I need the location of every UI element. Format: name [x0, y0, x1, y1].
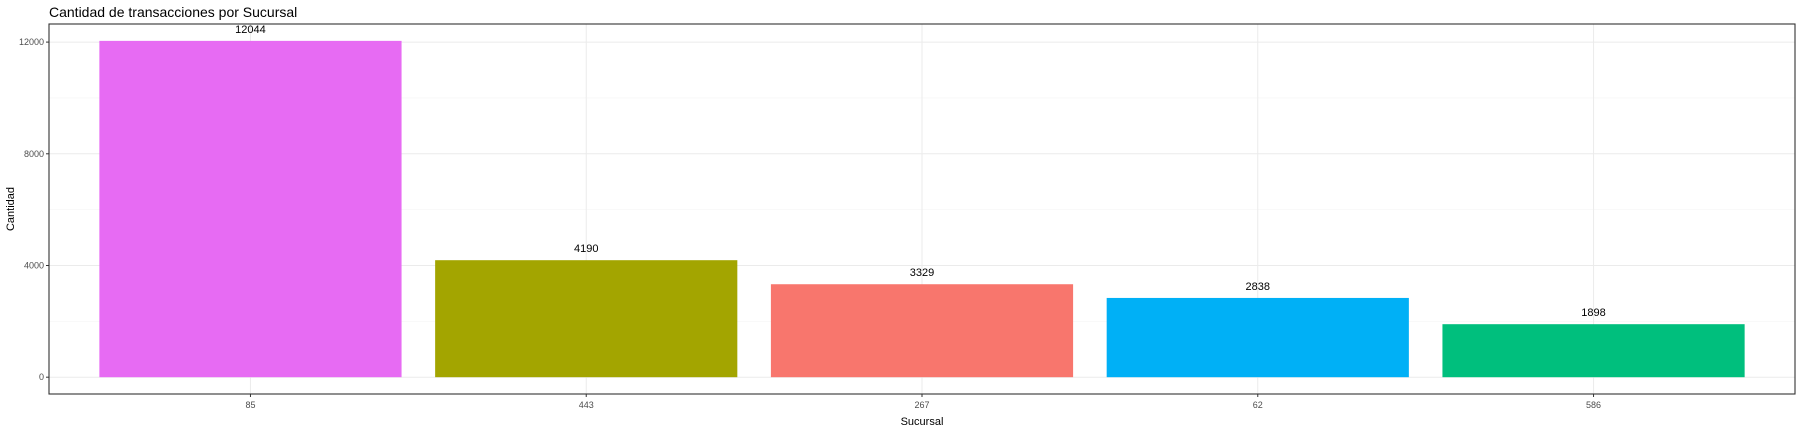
y-tick-label: 12000	[19, 37, 44, 47]
plot-panel-border	[48, 23, 1796, 395]
data-label-586: 1898	[1581, 307, 1605, 319]
data-label-85: 12044	[235, 24, 266, 36]
chart-title: Cantidad de transacciones por Sucursal	[49, 4, 297, 20]
bar-62	[1106, 297, 1409, 378]
x-tick-label: 62	[1253, 400, 1263, 410]
data-label-443: 4190	[574, 243, 598, 255]
y-axis-title: Cantidad	[5, 187, 17, 231]
x-tick-label: 443	[579, 400, 594, 410]
bar-443	[435, 260, 738, 378]
bar-586	[1442, 324, 1745, 378]
bar-267	[770, 284, 1074, 378]
y-tick-label: 8000	[24, 149, 44, 159]
data-label-62: 2838	[1246, 281, 1270, 293]
data-label-267: 3329	[910, 267, 934, 279]
bars	[99, 40, 1745, 378]
x-axis-title: Sucursal	[901, 416, 944, 428]
y-tick-label: 4000	[24, 260, 44, 270]
bar-85	[99, 40, 402, 378]
x-tick-label: 586	[1586, 400, 1601, 410]
x-tick-label: 267	[914, 400, 929, 410]
data-labels: 12044 4190 3329 2838 1898	[235, 24, 1606, 319]
x-tick-label: 85	[245, 400, 255, 410]
y-tick-label: 0	[39, 372, 44, 382]
